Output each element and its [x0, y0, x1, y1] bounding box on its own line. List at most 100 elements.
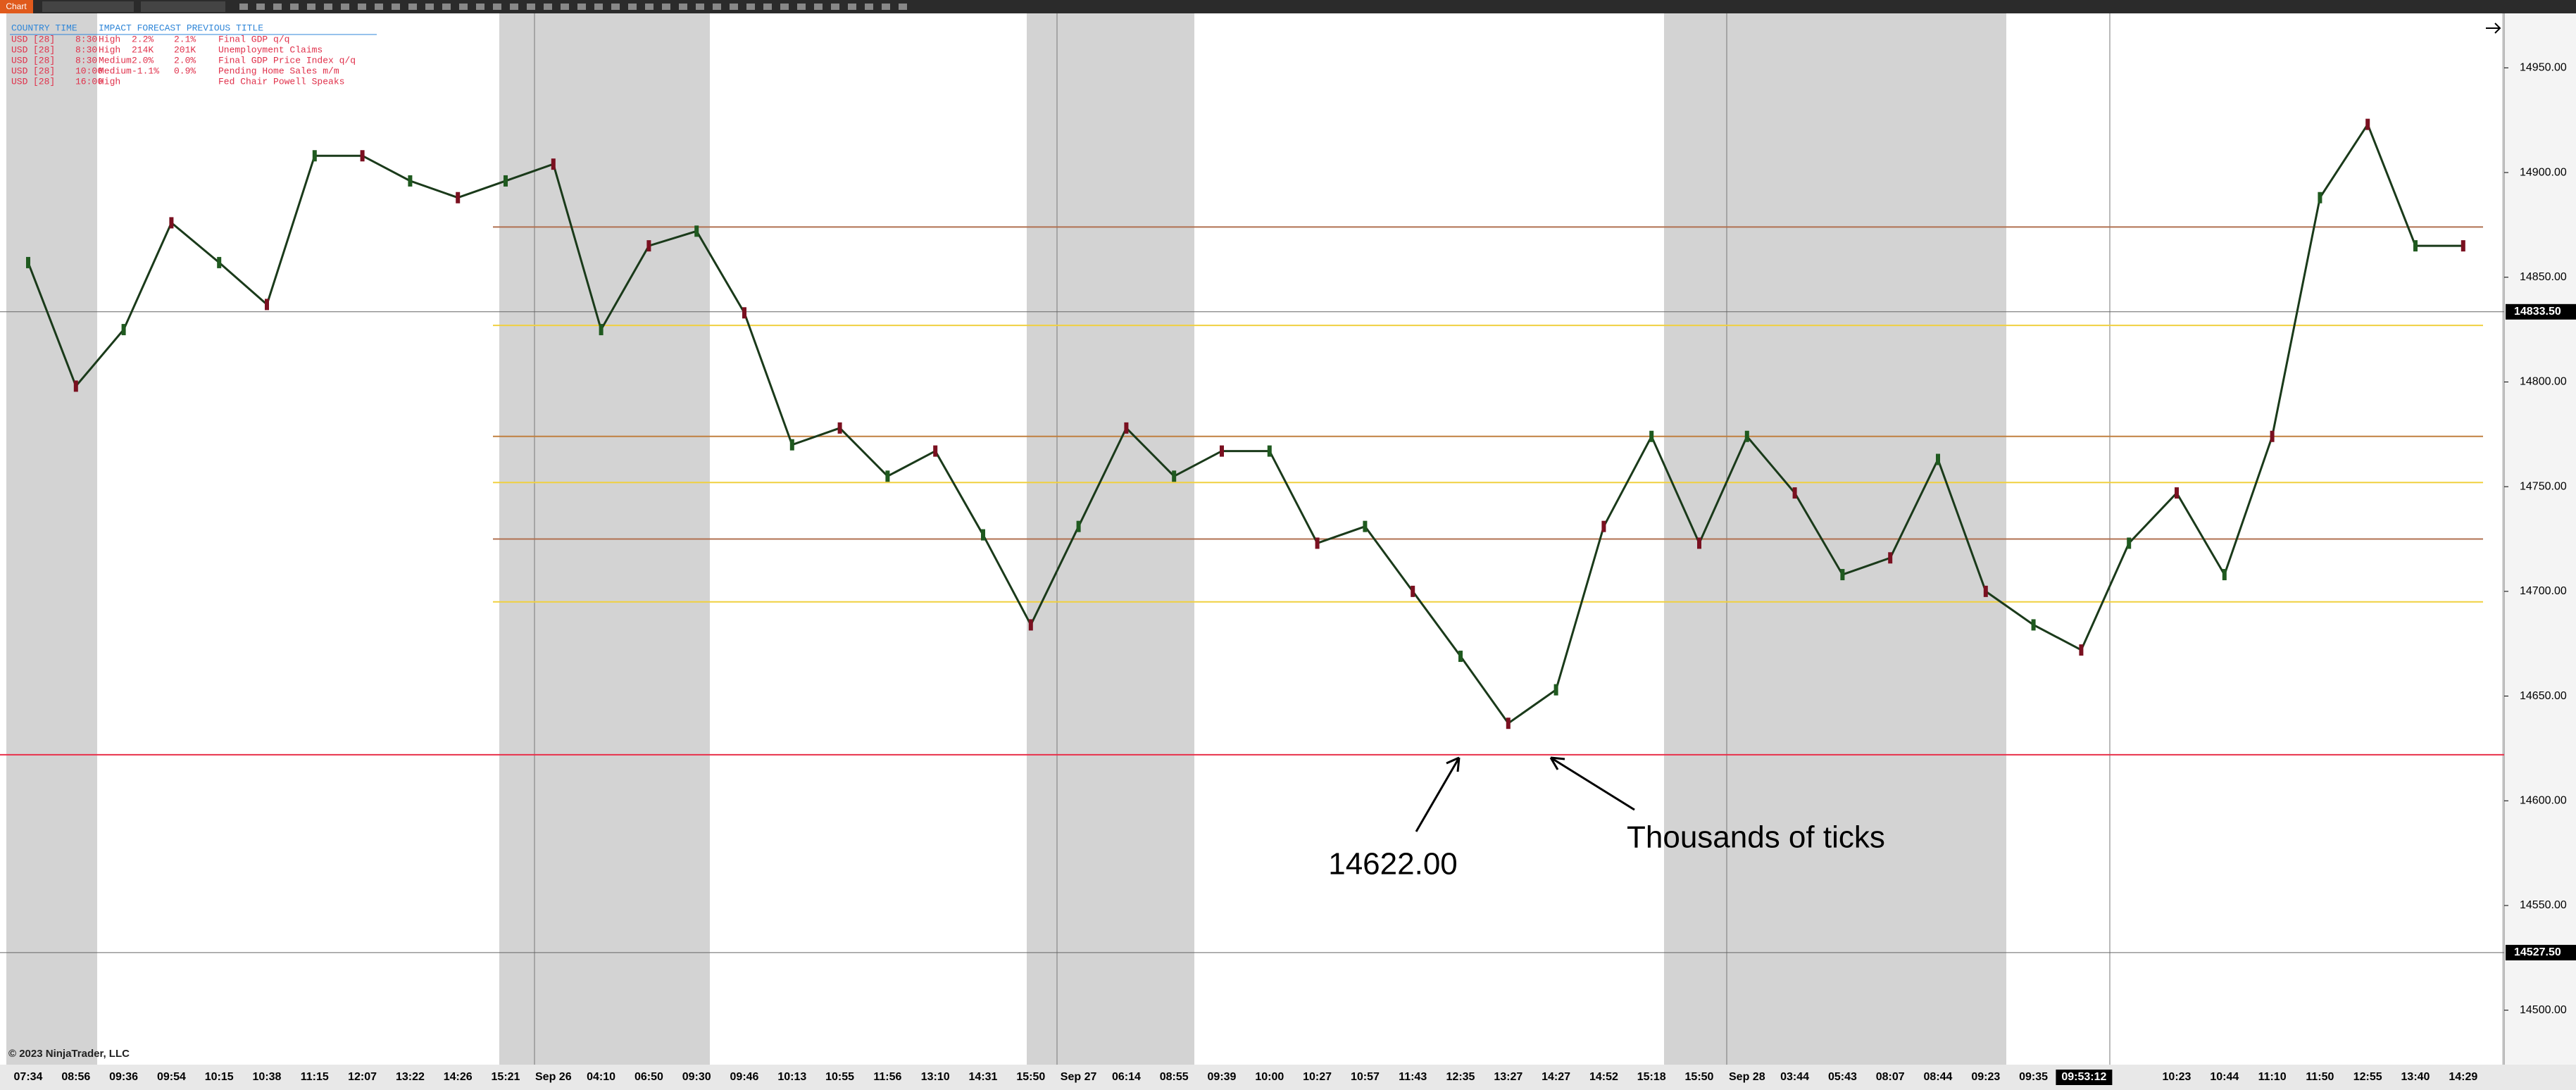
x-tick-label: 12:07	[348, 1071, 377, 1083]
chart-button[interactable]	[0, 0, 33, 13]
news-cell: 2.2%	[132, 34, 154, 44]
candle	[2365, 118, 2370, 130]
toolbar-icon	[797, 4, 806, 10]
x-tick-label: 10:57	[1351, 1071, 1380, 1083]
x-tick-label: 15:50	[1685, 1071, 1714, 1083]
candle	[312, 150, 317, 162]
toolbar-icon	[290, 4, 299, 10]
x-tick-label: Sep 27	[1061, 1071, 1097, 1083]
news-cell: Final GDP q/q	[218, 34, 289, 44]
candle	[1411, 585, 1415, 597]
candle	[1124, 422, 1129, 434]
copyright: © 2023 NinjaTrader, LLC	[8, 1048, 130, 1060]
candle	[1315, 537, 1320, 549]
x-tick-label: 13:22	[396, 1071, 425, 1083]
candle	[1172, 470, 1177, 482]
toolbar-icon	[324, 4, 332, 10]
candle	[2222, 569, 2227, 581]
news-cell: USD	[11, 65, 28, 76]
x-tick-label: 12:55	[2353, 1071, 2382, 1083]
toolbar-icon	[561, 4, 569, 10]
news-cell: 16:00	[75, 76, 103, 87]
x-tick-label: 14:31	[969, 1071, 998, 1083]
price-marker-label: 14833.50	[2514, 306, 2561, 318]
x-tick-label: 15:21	[492, 1071, 520, 1083]
x-tick-label: 11:43	[1399, 1071, 1427, 1083]
toolbar-icon	[848, 4, 856, 10]
x-tick-label: 08:44	[1924, 1071, 1953, 1083]
candle	[1220, 445, 1224, 457]
candle	[265, 299, 269, 311]
x-tick-label: 11:50	[2306, 1071, 2334, 1083]
x-tick-label: 09:54	[157, 1071, 186, 1083]
candle	[169, 217, 174, 229]
x-tick-label: 09:30	[682, 1071, 711, 1083]
news-cell: Medium	[99, 55, 132, 65]
toolbar-icon	[273, 4, 282, 10]
news-cell: 201K	[174, 44, 196, 55]
candle	[1458, 651, 1463, 663]
toolbar-icon	[831, 4, 839, 10]
toolbar-icon	[713, 4, 721, 10]
x-tick-label: 03:44	[1780, 1071, 1809, 1083]
toolbar-icon	[594, 4, 603, 10]
toolbar-icon	[899, 4, 907, 10]
toolbar-icon	[763, 4, 772, 10]
x-tick-label: 08:56	[61, 1071, 90, 1083]
x-tick-label: 08:55	[1160, 1071, 1189, 1083]
candle	[504, 175, 508, 187]
news-cell: Unemployment Claims	[218, 44, 323, 55]
candle	[2270, 430, 2275, 442]
x-tick-label: 11:15	[301, 1071, 329, 1083]
y-tick-label: 14600.00	[2520, 794, 2567, 806]
news-cell: High	[99, 34, 120, 44]
candle	[551, 158, 556, 170]
candle	[217, 256, 222, 268]
toolbar-icon	[645, 4, 654, 10]
news-cell: 2.0%	[174, 55, 196, 65]
price-marker	[2506, 944, 2576, 960]
x-tick-label: 10:27	[1303, 1071, 1332, 1083]
candle	[1744, 430, 1749, 442]
candle	[1076, 520, 1081, 532]
candle	[360, 150, 365, 162]
y-tick-label: 14750.00	[2520, 480, 2567, 492]
x-tick-label: 13:10	[921, 1071, 950, 1083]
x-tick-label: 15:18	[1637, 1071, 1666, 1083]
candle	[1553, 684, 1558, 696]
chart-button-label[interactable]: Chart	[6, 1, 27, 11]
toolbar-icon	[865, 4, 873, 10]
cursor-box	[2056, 1070, 2113, 1085]
toolbar-icon	[239, 4, 248, 10]
toolbar-icon	[375, 4, 383, 10]
toolbar-icons	[42, 1, 907, 12]
news-cell: USD	[11, 44, 28, 55]
candle	[981, 529, 985, 541]
toolbar-icon	[611, 4, 620, 10]
candle	[2079, 644, 2084, 656]
toolbar-icon	[493, 4, 501, 10]
toolbar-icon	[882, 4, 890, 10]
x-tick-label: 15:50	[1016, 1071, 1045, 1083]
toolbar-icon	[544, 4, 552, 10]
candle	[456, 192, 461, 203]
y-tick-label: 14500.00	[2520, 1004, 2567, 1016]
x-tick-label: 10:44	[2210, 1071, 2239, 1083]
y-tick-label: 14800.00	[2520, 376, 2567, 388]
news-cell: 214K	[132, 44, 154, 55]
x-tick-label: 06:14	[1112, 1071, 1141, 1083]
toolbar-field	[141, 1, 225, 12]
annotation-arrow	[1549, 756, 1635, 811]
price-marker	[2506, 303, 2576, 320]
price-line	[27, 122, 2463, 725]
news-cell: 10:00	[75, 65, 103, 76]
news-cell: [28]	[33, 34, 55, 44]
candle	[599, 324, 604, 336]
x-tick-label: 10:13	[777, 1071, 806, 1083]
toolbar-icon	[358, 4, 366, 10]
news-cell: [28]	[33, 65, 55, 76]
x-tick-label: 04:10	[587, 1071, 615, 1083]
candle	[789, 439, 794, 451]
candle	[646, 240, 651, 252]
scroll-arrow[interactable]	[2486, 23, 2501, 34]
